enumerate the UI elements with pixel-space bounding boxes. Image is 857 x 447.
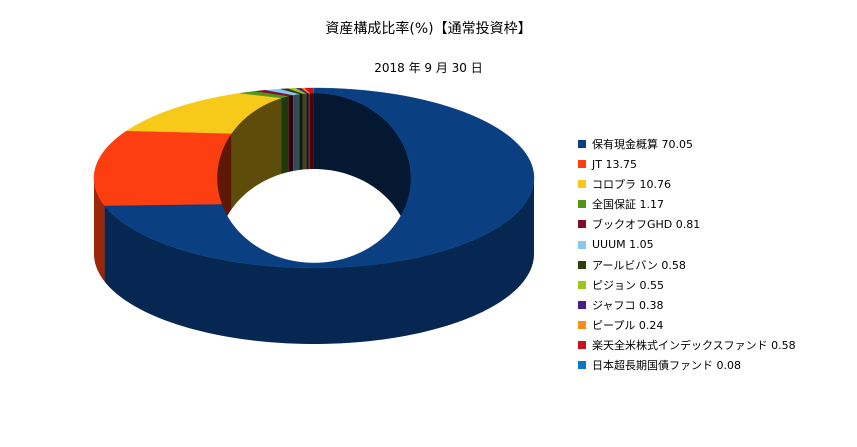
legend-item-11: 日本超長期国債ファンド 0.08 [578, 355, 796, 375]
legend-label-8: ジャフコ 0.38 [592, 298, 664, 312]
slice-10-inner-wall [309, 93, 314, 170]
legend-label-4: ブックオフGHD 0.81 [592, 218, 701, 232]
legend-item-8: ジャフコ 0.38 [578, 295, 796, 315]
legend-swatch-3 [578, 200, 586, 209]
slice-3-inner-wall [281, 96, 289, 174]
legend-item-6: アールビバン 0.58 [578, 255, 796, 275]
legend-label-10: 楽天全米株式インデックスファンド 0.58 [592, 338, 796, 352]
legend-swatch-7 [578, 280, 586, 289]
slice-0-outer-wall [104, 178, 534, 344]
chart-title: 資産構成比率(%)【通常投資枠】 [325, 21, 532, 37]
legend-swatch-2 [578, 180, 586, 189]
legend-label-9: ピープル 0.24 [592, 318, 664, 332]
slice-6-inner-wall [299, 93, 303, 170]
legend-swatch-1 [578, 160, 586, 169]
legend-label-2: コロプラ 10.76 [592, 178, 671, 192]
legend-swatch-6 [578, 260, 586, 269]
legend-label-0: 保有現金概算 70.05 [592, 138, 693, 152]
chart-subtitle: 2018 年 9 月 30 日 [374, 61, 483, 75]
legend-label-7: ピジョン 0.55 [592, 278, 664, 292]
legend-label-1: JT 13.75 [592, 157, 637, 171]
legend-swatch-9 [578, 320, 586, 329]
legend-swatch-11 [578, 361, 586, 370]
slice-1-outer-wall [94, 178, 105, 282]
legend-label-11: 日本超長期国債ファンド 0.08 [592, 359, 741, 373]
chart-legend: 保有現金概算 70.05 JT 13.75 コロプラ 10.76 全国保証 1.17 ブ… [578, 134, 796, 375]
slice-8-inner-wall [306, 93, 309, 170]
legend-swatch-8 [578, 300, 586, 309]
slice-7-inner-wall [302, 93, 307, 170]
legend-swatch-10 [578, 340, 586, 349]
legend-item-3: 全国保証 1.17 [578, 194, 796, 214]
legend-item-1: JT 13.75 [578, 154, 796, 174]
slice-11-top [312, 87, 315, 94]
legend-item-9: ピープル 0.24 [578, 315, 796, 335]
legend-item-7: ピジョン 0.55 [578, 275, 796, 295]
legend-item-4: ブックオフGHD 0.81 [578, 214, 796, 234]
legend-label-5: UUUM 1.05 [592, 238, 654, 252]
slice-1-top [93, 130, 232, 206]
slice-2-inner-wall [231, 97, 282, 210]
slice-4-inner-wall [288, 95, 294, 173]
slice-5-inner-wall [293, 93, 300, 171]
legend-item-10: 楽天全米株式インデックスファンド 0.58 [578, 335, 796, 355]
legend-swatch-0 [578, 140, 586, 149]
slice-9-inner-wall [308, 93, 310, 170]
legend-label-6: アールビバン 0.58 [592, 258, 686, 272]
legend-swatch-5 [578, 240, 586, 249]
legend-item-2: コロプラ 10.76 [578, 174, 796, 194]
legend-item-5: UUUM 1.05 [578, 234, 796, 254]
legend-swatch-4 [578, 220, 586, 229]
slice-0-inner-wall [314, 93, 411, 254]
legend-item-0: 保有現金概算 70.05 [578, 134, 796, 154]
legend-label-3: 全国保証 1.17 [592, 198, 664, 212]
